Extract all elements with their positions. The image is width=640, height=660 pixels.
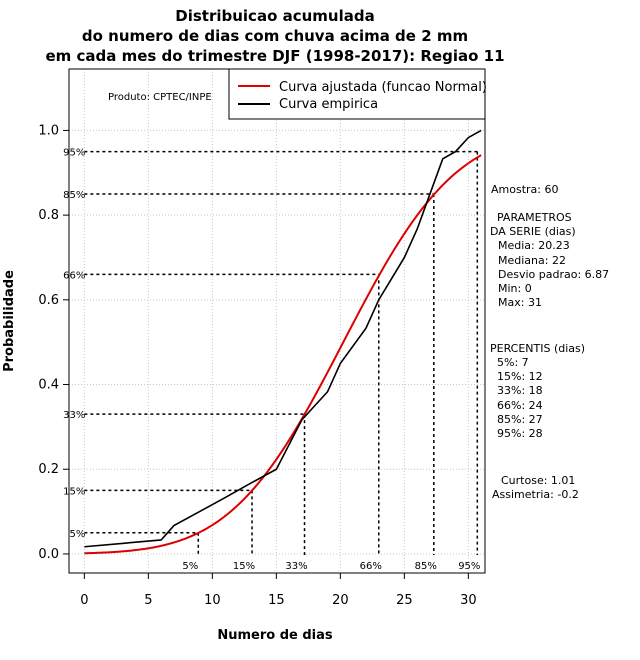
y-axis: 0.0 0.2 0.4 0.6 0.8 1.0 [38, 123, 69, 562]
x-tick-label: 15 [268, 593, 285, 608]
stats-panel: Amostra: 60 PARAMETROS DA SERIE (dias) M… [490, 183, 609, 501]
x-axis-title: Numero de dias [217, 628, 333, 643]
y-tick-label: 1.0 [38, 123, 59, 138]
chart-title-line-3: em cada mes do trimestre DJF (1998-2017)… [45, 47, 504, 65]
param-sd: Desvio padrao: 6.87 [498, 268, 609, 281]
y-tick-label: 0.2 [38, 462, 59, 477]
legend: Curva ajustada (funcao Normal) Curva emp… [228, 68, 487, 120]
x-tick-label: 10 [204, 593, 221, 608]
x-tick-label: 0 [80, 593, 88, 608]
y-tick-label: 0.6 [38, 293, 59, 308]
percentile-y-label: 95% [63, 148, 85, 159]
percentile-y-label: 15% [63, 486, 85, 497]
param-median: Mediana: 22 [498, 254, 566, 267]
fitted-normal-curve [84, 154, 482, 555]
percentil-33: 33%: 18 [497, 384, 543, 397]
empirical-curve [84, 129, 482, 548]
percentil-95: 95%: 28 [497, 427, 543, 440]
percentile-y-label: 33% [63, 410, 85, 421]
series [84, 129, 482, 555]
legend-label-fitted: Curva ajustada (funcao Normal) [279, 80, 487, 95]
percentile-guides: 5% 5% 15% 15% 33% 33% 66% 66% 85% 85% 95% 95% [63, 148, 480, 572]
percentile-x-label: 33% [285, 561, 307, 572]
assimetria: Assimetria: -0.2 [492, 488, 579, 501]
curtose: Curtose: 1.01 [501, 474, 575, 487]
percentile-x-label: 15% [233, 561, 255, 572]
percentile-y-label: 85% [63, 190, 85, 201]
sample-size: Amostra: 60 [491, 183, 558, 196]
chart-title-line-2: do numero de dias com chuva acima de 2 m… [82, 27, 468, 45]
percentil-66: 66%: 24 [497, 399, 543, 412]
percentil-15: 15%: 12 [497, 370, 543, 383]
percentis-title: PERCENTIS (dias) [490, 342, 585, 355]
param-min: Min: 0 [498, 282, 532, 295]
legend-label-empirical: Curva empirica [279, 97, 378, 112]
percentile-y-label: 5% [69, 529, 85, 540]
percentil-85: 85%: 27 [497, 413, 543, 426]
percentile-x-label: 95% [458, 561, 480, 572]
y-tick-label: 0.8 [38, 208, 59, 223]
plot-frame [68, 68, 486, 574]
percentile-y-label: 66% [63, 270, 85, 281]
x-tick-label: 20 [332, 593, 349, 608]
x-tick-label: 5 [144, 593, 152, 608]
y-axis-title: Probabilidade [2, 270, 17, 372]
grid [69, 69, 485, 573]
param-mean: Media: 20.23 [498, 239, 570, 252]
legend-box [228, 68, 486, 120]
producer-label: Produto: CPTEC/INPE [108, 92, 212, 103]
x-axis: 0 5 10 15 20 25 30 [80, 573, 477, 608]
x-tick-label: 30 [460, 593, 477, 608]
y-tick-label: 0.4 [38, 378, 59, 393]
percentile-x-label: 66% [360, 561, 382, 572]
percentile-x-label: 5% [182, 561, 198, 572]
percentile-x-label: 85% [415, 561, 437, 572]
x-tick-label: 25 [396, 593, 413, 608]
chart-title-line-1: Distribuicao acumulada [175, 7, 374, 25]
percentil-5: 5%: 7 [497, 356, 529, 369]
param-max: Max: 31 [498, 296, 542, 309]
params-title-1: PARAMETROS [497, 211, 572, 224]
y-tick-label: 0.0 [38, 547, 59, 562]
params-title-2: DA SERIE (dias) [490, 225, 576, 238]
